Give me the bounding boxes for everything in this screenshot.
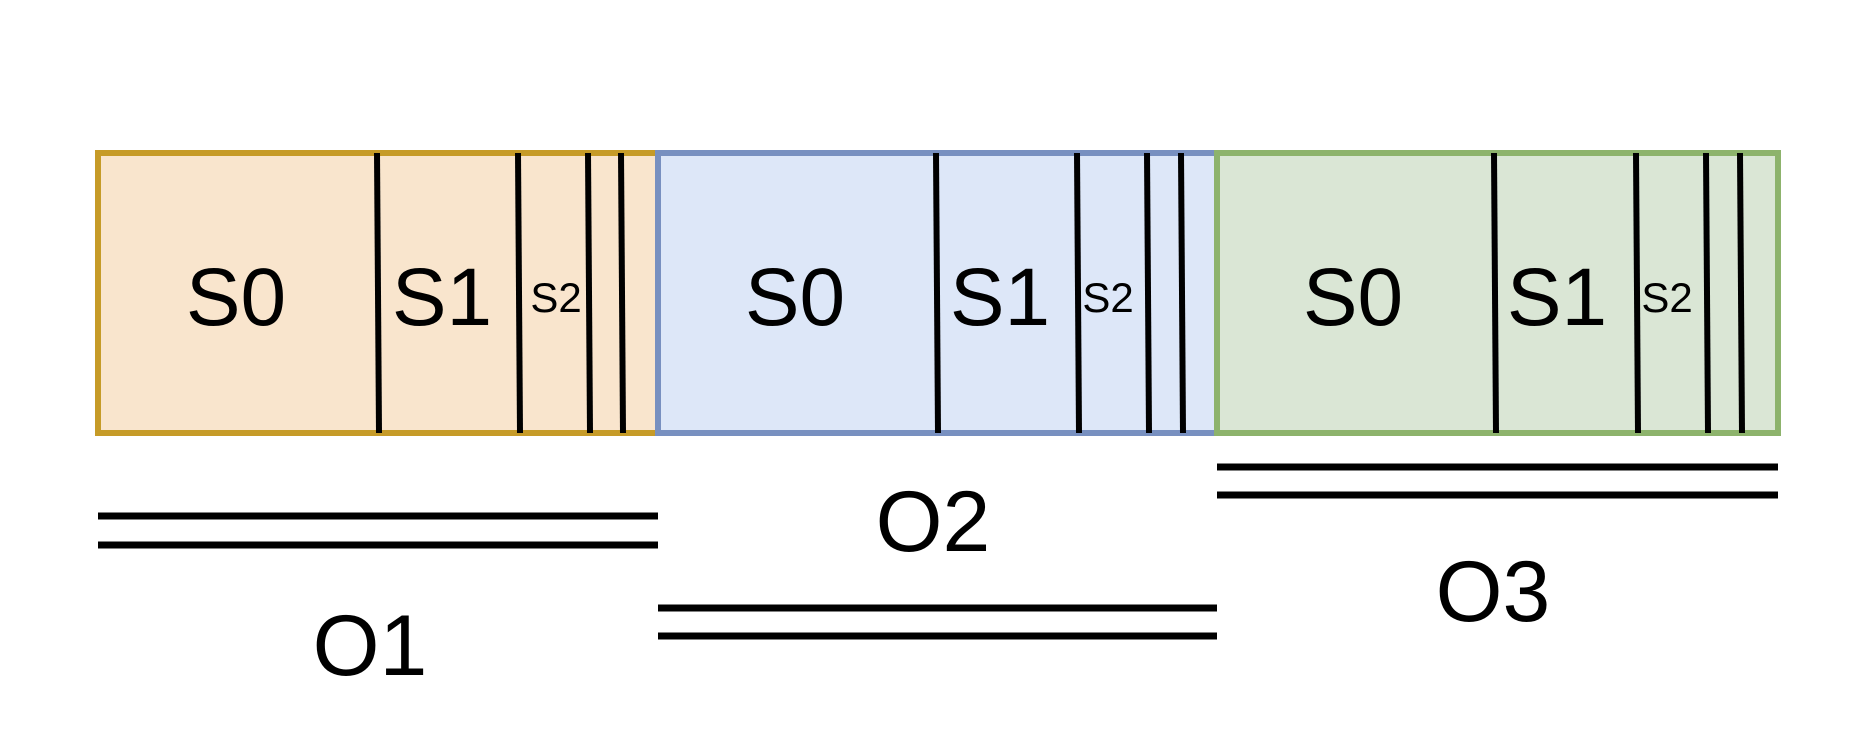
caption-o1: O1: [313, 598, 428, 694]
divider-line: [374, 152, 382, 434]
divider-line: [1633, 152, 1641, 434]
divider-line: [933, 152, 941, 434]
divider-line: [1491, 152, 1499, 434]
caption-o3-group: O3: [1217, 463, 1778, 640]
segment-label-s0: S0: [186, 252, 286, 343]
divider-line: [585, 152, 593, 434]
segment-label-s1: S1: [1507, 252, 1607, 343]
divider-line: [1737, 152, 1745, 434]
block-o3-border: [1214, 150, 1781, 436]
divider-line: [618, 152, 626, 434]
segment-label-s2: S2: [1641, 274, 1692, 321]
segment-label-s2: S2: [530, 274, 581, 321]
divider-line: [1074, 152, 1082, 434]
segment-label-s0: S0: [1303, 252, 1403, 343]
segment-label-s2: S2: [1082, 274, 1133, 321]
caption-o3: O3: [1436, 544, 1551, 640]
caption-o2-group: O2: [658, 474, 1217, 640]
segment-label-s1: S1: [392, 252, 492, 343]
divider-line: [515, 152, 523, 434]
divider-line: [1144, 152, 1152, 434]
block-o1: S0 S1 S2: [95, 150, 661, 436]
divider-line: [1703, 152, 1711, 434]
divider-line: [1178, 152, 1186, 434]
block-o2: S0 S1 S2: [655, 150, 1220, 436]
caption-o2: O2: [876, 474, 991, 570]
block-o3: S0 S1 S2: [1214, 150, 1781, 436]
segment-label-s1: S1: [950, 252, 1050, 343]
caption-o1-group: O1: [98, 512, 658, 694]
segment-label-s0: S0: [745, 252, 845, 343]
